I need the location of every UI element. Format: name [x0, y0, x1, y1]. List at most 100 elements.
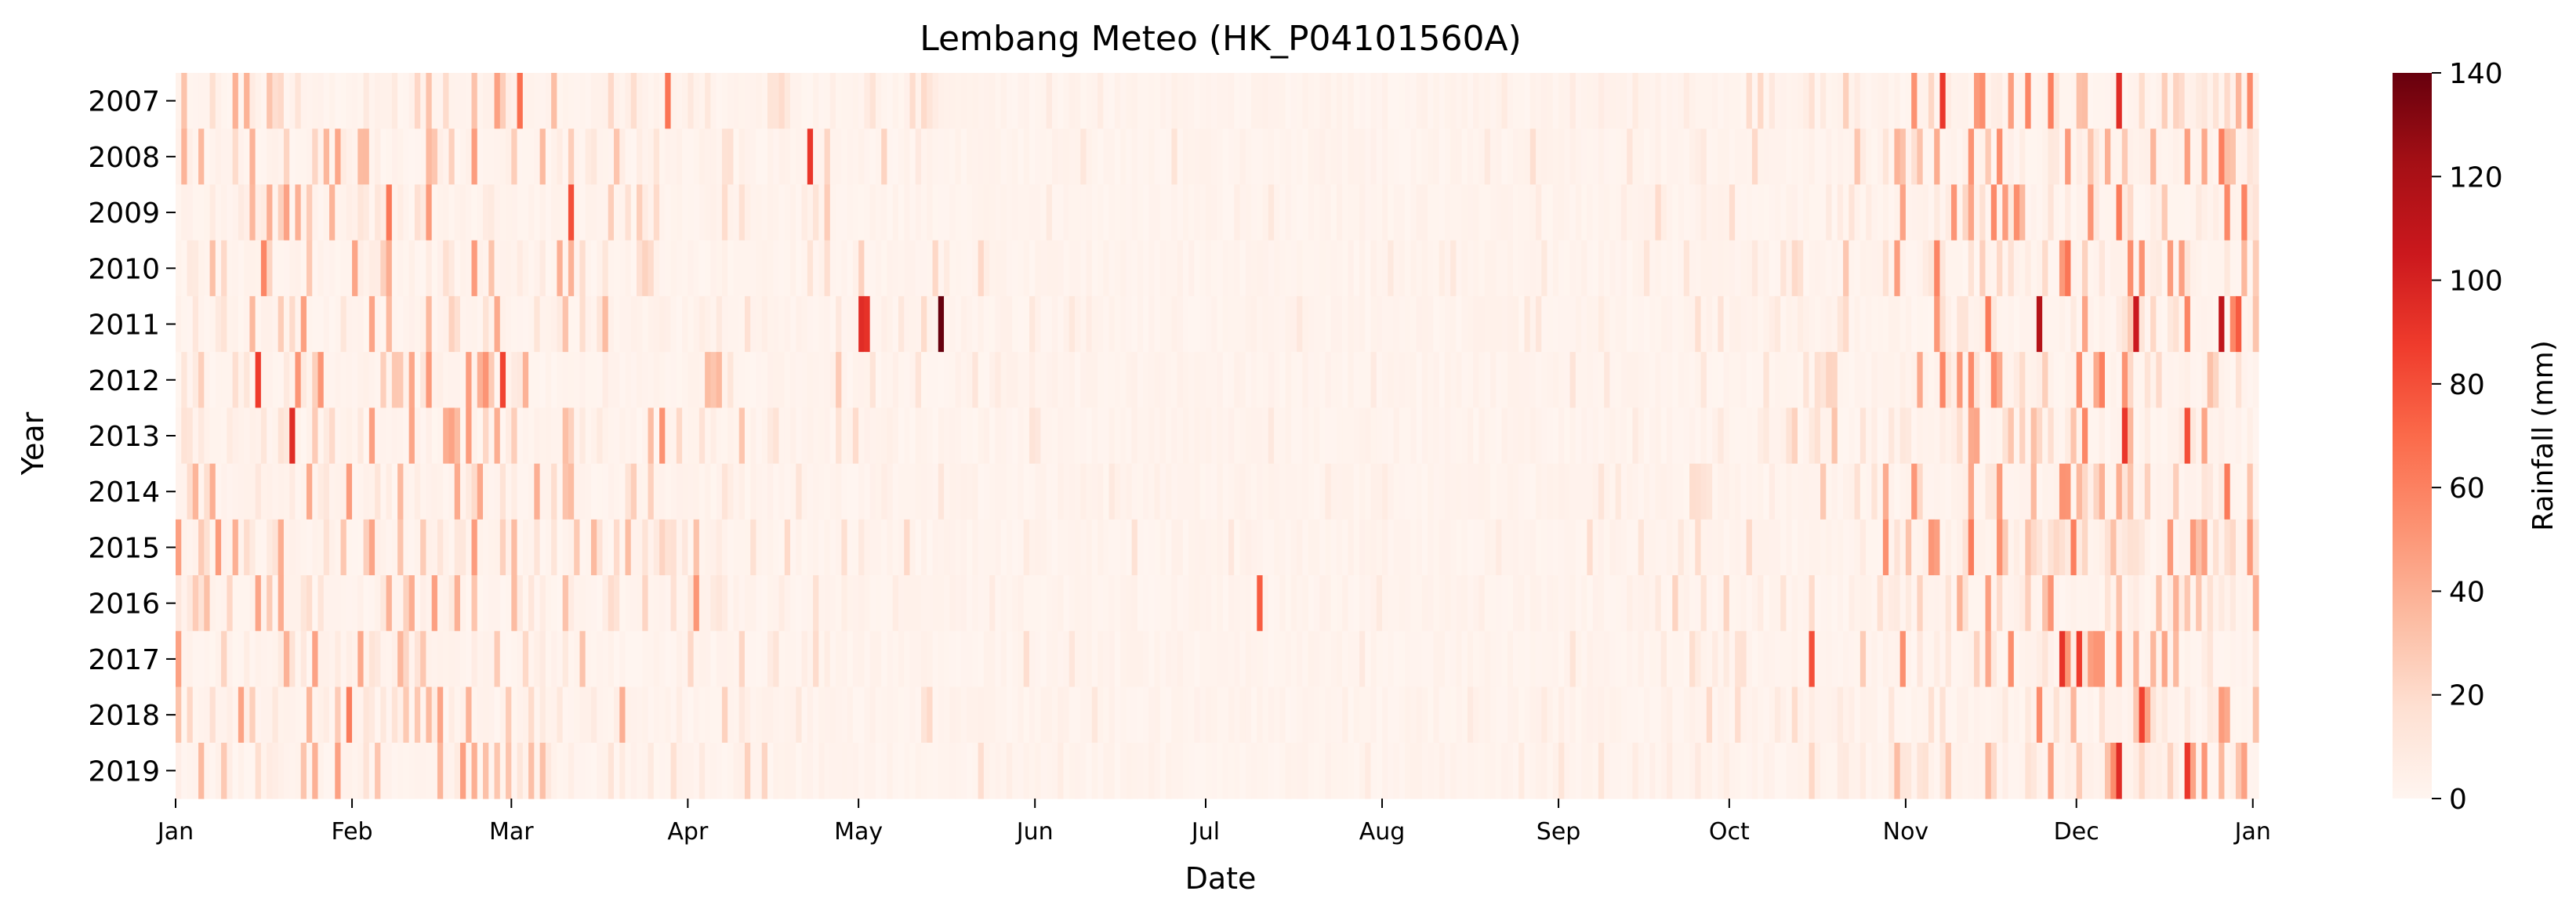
heatmap-cell: [1683, 407, 1690, 465]
heatmap-cell: [744, 240, 751, 297]
heatmap-cell: [932, 742, 939, 799]
heatmap-cell: [391, 686, 398, 744]
heatmap-cell: [1040, 295, 1047, 353]
heatmap-cell: [642, 463, 649, 520]
heatmap-cell: [1712, 742, 1718, 799]
heatmap-cell: [534, 352, 541, 408]
heatmap-cell: [1319, 631, 1326, 688]
heatmap-cell: [1484, 352, 1491, 408]
heatmap-cell: [1148, 686, 1156, 744]
heatmap-cell: [1091, 184, 1098, 241]
heatmap-cell: [1108, 295, 1116, 353]
heatmap-cell: [949, 519, 956, 576]
heatmap-cell: [232, 240, 239, 297]
heatmap-cell: [352, 742, 358, 799]
heatmap-cell: [1023, 352, 1030, 408]
heatmap-cell: [1382, 463, 1388, 520]
heatmap-cell: [1302, 73, 1309, 129]
heatmap-cell: [2036, 184, 2043, 241]
heatmap-cell: [1934, 631, 1941, 688]
heatmap-cell: [1290, 407, 1297, 465]
heatmap-cell: [784, 463, 791, 520]
heatmap-cell: [1450, 575, 1457, 632]
heatmap-cell: [1297, 184, 1303, 241]
heatmap-cell: [1718, 519, 1725, 576]
heatmap-cell: [2184, 295, 2191, 353]
heatmap-cell: [1513, 352, 1519, 408]
heatmap-cell: [693, 742, 700, 799]
heatmap-cell: [312, 631, 319, 688]
heatmap-cell: [568, 463, 575, 520]
heatmap-cell: [1632, 407, 1639, 465]
heatmap-cell: [352, 575, 358, 632]
heatmap-cell: [1547, 686, 1554, 744]
heatmap-cell: [1428, 742, 1434, 799]
heatmap-cell: [1461, 352, 1468, 408]
heatmap-cell: [511, 73, 518, 129]
heatmap-cell: [1609, 575, 1616, 632]
heatmap-cell: [1620, 129, 1627, 186]
heatmap-cell: [2030, 631, 2037, 688]
heatmap-cell: [1638, 352, 1645, 408]
heatmap-cell: [1199, 686, 1206, 744]
heatmap-cell: [1290, 129, 1297, 186]
heatmap-cell: [209, 407, 216, 465]
heatmap-cell: [1421, 295, 1428, 353]
heatmap-cell: [2002, 519, 2009, 576]
heatmap-cell: [1866, 686, 1872, 744]
heatmap-cell: [466, 686, 473, 744]
heatmap-cell: [1098, 295, 1104, 353]
heatmap-cell: [1159, 519, 1166, 576]
heatmap-cell: [1615, 686, 1622, 744]
heatmap-cell: [892, 631, 899, 688]
heatmap-cell: [443, 129, 450, 186]
heatmap-cell: [1051, 686, 1058, 744]
heatmap-cell: [2042, 742, 2048, 799]
heatmap-cell: [875, 407, 882, 465]
heatmap-cell: [1342, 742, 1349, 799]
heatmap-cell: [1997, 73, 2003, 129]
heatmap-cell: [551, 742, 557, 799]
heatmap-cell: [312, 240, 319, 297]
heatmap-cell: [1882, 352, 1889, 408]
heatmap-cell: [227, 519, 234, 576]
heatmap-cell: [2076, 73, 2083, 129]
heatmap-cell: [836, 352, 842, 408]
heatmap-cell: [1313, 575, 1320, 632]
heatmap-cell: [1939, 352, 1947, 408]
heatmap-cell: [1950, 407, 1957, 465]
heatmap-cell: [995, 631, 1002, 688]
heatmap-cell: [192, 407, 199, 465]
heatmap-cell: [1529, 73, 1537, 129]
heatmap-cell: [483, 686, 489, 744]
heatmap-cell: [1086, 352, 1093, 408]
heatmap-cell: [1774, 686, 1781, 744]
heatmap-cell: [2150, 407, 2157, 465]
heatmap-cell: [511, 631, 518, 688]
heatmap-cell: [2110, 240, 2117, 297]
heatmap-cell: [824, 519, 831, 576]
heatmap-cell: [317, 407, 325, 465]
heatmap-cell: [761, 184, 768, 241]
heatmap-cell: [1689, 352, 1696, 408]
heatmap-cell: [2025, 575, 2032, 632]
heatmap-cell: [1006, 129, 1013, 186]
heatmap-cell: [329, 73, 336, 129]
heatmap-cell: [2093, 463, 2100, 520]
heatmap-cell: [898, 295, 905, 353]
heatmap-cell: [1029, 129, 1036, 186]
heatmap-cell: [1632, 184, 1639, 241]
heatmap-cell: [927, 129, 934, 186]
heatmap-cell: [1871, 631, 1878, 688]
heatmap-cell: [1433, 295, 1440, 353]
heatmap-cell: [1997, 631, 2003, 688]
heatmap-cell: [579, 184, 586, 241]
heatmap-cell: [630, 575, 637, 632]
heatmap-cell: [1575, 686, 1582, 744]
heatmap-cell: [1461, 742, 1468, 799]
heatmap-cell: [796, 575, 803, 632]
heatmap-cell: [653, 352, 660, 408]
heatmap-cell: [1302, 295, 1309, 353]
heatmap-cell: [1410, 631, 1417, 688]
heatmap-cell: [2173, 519, 2179, 576]
